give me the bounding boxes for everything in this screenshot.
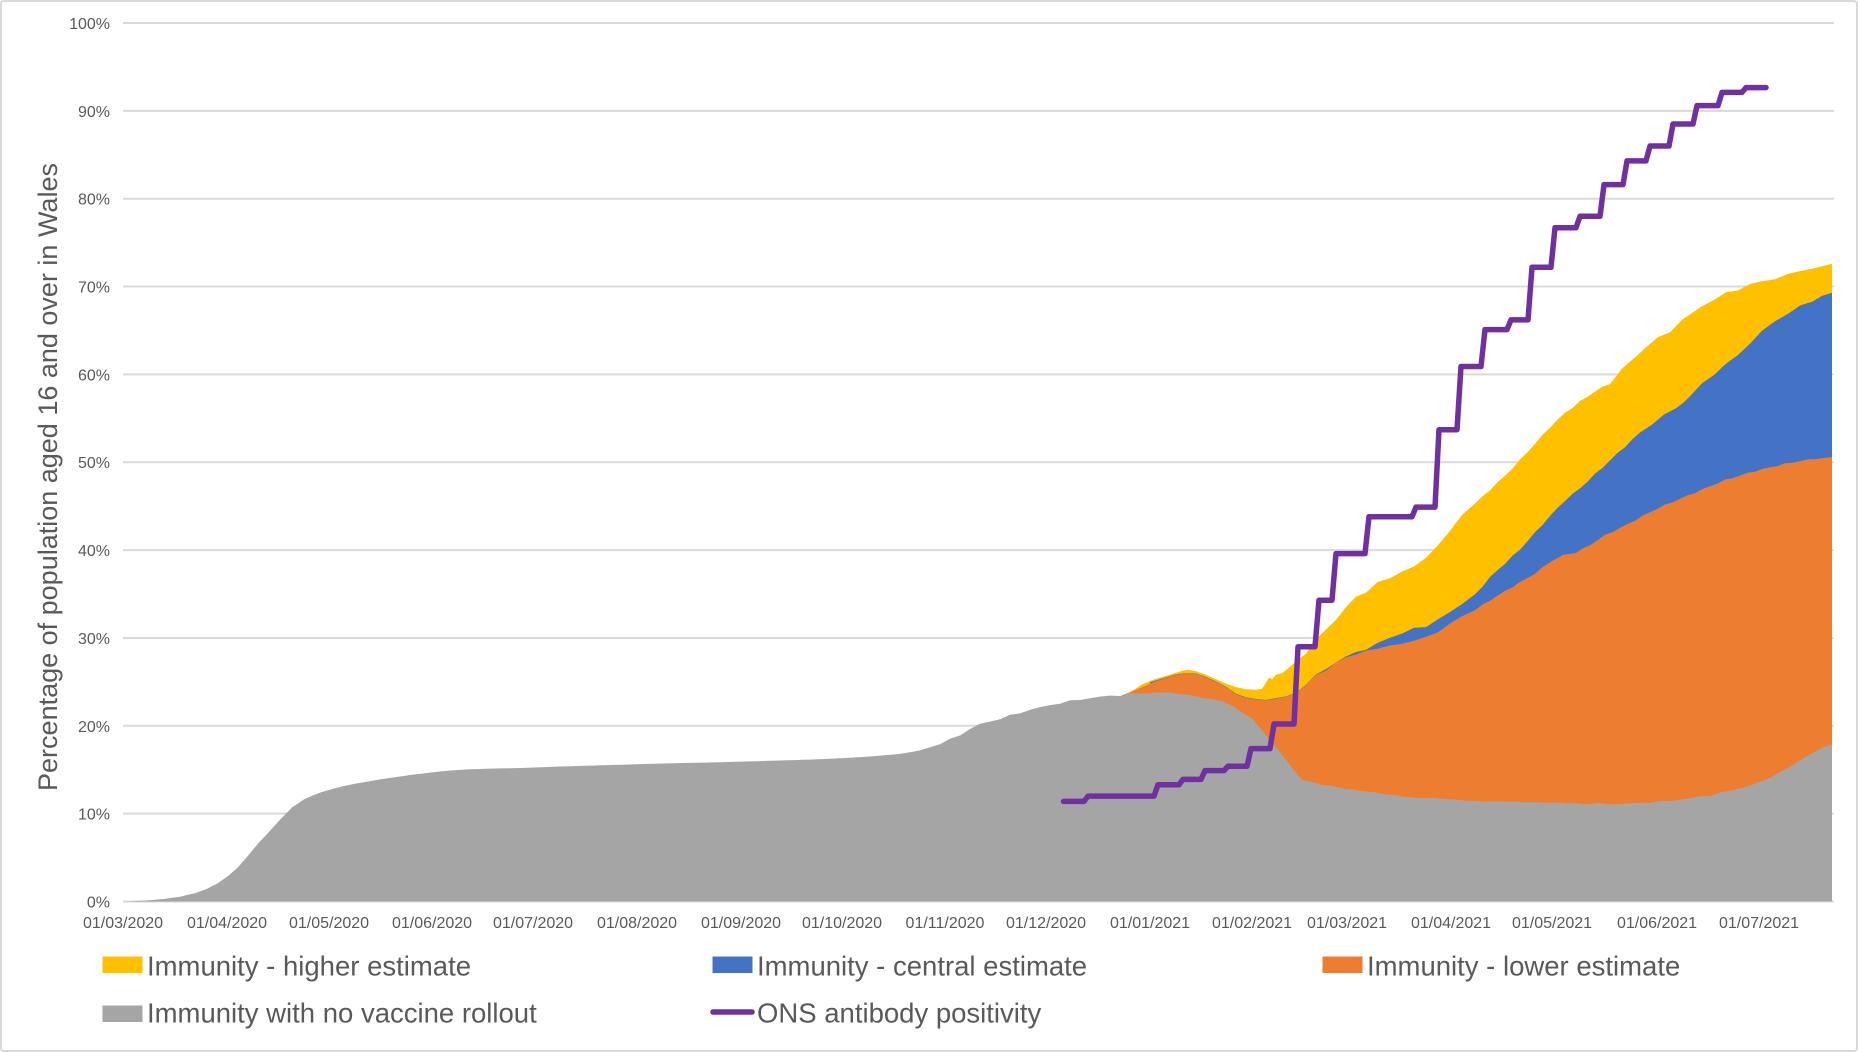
svg-text:Immunity with no vaccine rollo: Immunity with no vaccine rollout (147, 998, 537, 1029)
svg-text:01/04/2020: 01/04/2020 (187, 915, 267, 932)
svg-text:Immunity - central estimate: Immunity - central estimate (757, 951, 1087, 982)
svg-text:01/05/2021: 01/05/2021 (1512, 915, 1592, 932)
svg-text:10%: 10% (78, 807, 110, 824)
svg-text:01/12/2020: 01/12/2020 (1006, 915, 1086, 932)
svg-text:90%: 90% (78, 104, 110, 121)
svg-text:01/03/2021: 01/03/2021 (1307, 915, 1387, 932)
svg-text:01/05/2020: 01/05/2020 (289, 915, 369, 932)
svg-text:Immunity - lower estimate: Immunity - lower estimate (1367, 951, 1680, 982)
svg-text:01/10/2020: 01/10/2020 (802, 915, 882, 932)
svg-text:01/06/2020: 01/06/2020 (392, 915, 472, 932)
svg-text:01/11/2020: 01/11/2020 (906, 915, 985, 932)
svg-text:01/03/2020: 01/03/2020 (83, 915, 163, 932)
svg-text:01/07/2021: 01/07/2021 (1719, 915, 1799, 932)
svg-text:50%: 50% (78, 455, 110, 472)
svg-text:80%: 80% (78, 192, 110, 209)
svg-text:01/06/2021: 01/06/2021 (1617, 915, 1697, 932)
svg-text:60%: 60% (78, 367, 110, 384)
svg-text:Immunity - higher estimate: Immunity - higher estimate (147, 951, 471, 982)
svg-text:01/04/2021: 01/04/2021 (1411, 915, 1491, 932)
svg-text:01/08/2020: 01/08/2020 (597, 915, 677, 932)
svg-text:Percentage of population aged: Percentage of population aged 16 and ove… (33, 163, 63, 791)
svg-text:01/09/2020: 01/09/2020 (701, 915, 781, 932)
svg-text:70%: 70% (78, 280, 110, 297)
svg-text:20%: 20% (78, 719, 110, 736)
svg-text:01/07/2020: 01/07/2020 (493, 915, 573, 932)
svg-text:40%: 40% (78, 543, 110, 560)
svg-text:01/01/2021: 01/01/2021 (1110, 915, 1190, 932)
svg-text:100%: 100% (69, 16, 110, 33)
svg-text:0%: 0% (87, 895, 110, 912)
svg-text:01/02/2021: 01/02/2021 (1212, 915, 1292, 932)
svg-text:ONS antibody positivity: ONS antibody positivity (757, 998, 1042, 1029)
svg-text:30%: 30% (78, 631, 110, 648)
